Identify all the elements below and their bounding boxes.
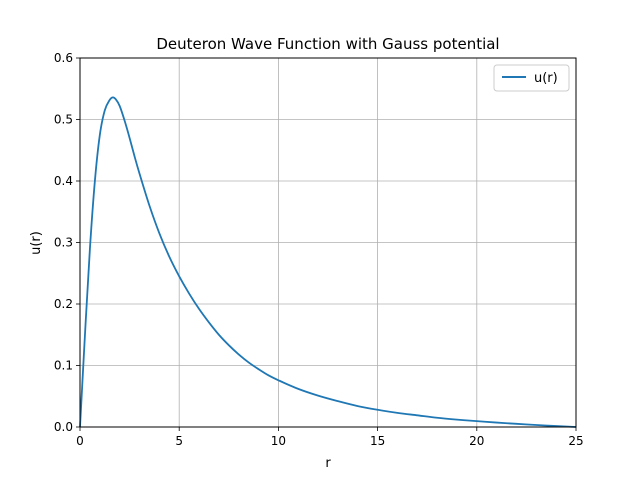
x-axis-label: r xyxy=(325,456,331,471)
y-tick-label: 0.2 xyxy=(54,297,73,311)
y-tick-label: 0.1 xyxy=(54,359,73,373)
series-line xyxy=(79,96,577,428)
y-tick-label: 0.3 xyxy=(54,236,73,250)
x-tick-label: 15 xyxy=(370,434,385,448)
y-tick-label: 0.6 xyxy=(54,51,73,65)
grid xyxy=(79,57,577,428)
series-layer xyxy=(79,96,577,428)
legend-label: u(r) xyxy=(534,71,558,86)
legend-box xyxy=(493,64,570,92)
x-tick-label: 25 xyxy=(568,434,583,448)
y-tick-label: 0.4 xyxy=(54,174,73,188)
chart-title: Deuteron Wave Function with Gauss potent… xyxy=(156,35,499,53)
x-tick-label: 20 xyxy=(469,434,484,448)
y-tick-label: 0.0 xyxy=(54,420,73,434)
y-axis-label: u(r) xyxy=(29,231,44,255)
y-tick-label: 0.5 xyxy=(54,113,73,127)
x-tick-label: 5 xyxy=(175,434,183,448)
ticks: 0 5 10 15 20 25 0.0 0.1 0.2 0.3 0.4 0.5 0.6 xyxy=(54,51,584,448)
legend: u(r) xyxy=(493,64,570,92)
x-tick-label: 10 xyxy=(271,434,286,448)
x-tick-label: 0 xyxy=(76,434,84,448)
